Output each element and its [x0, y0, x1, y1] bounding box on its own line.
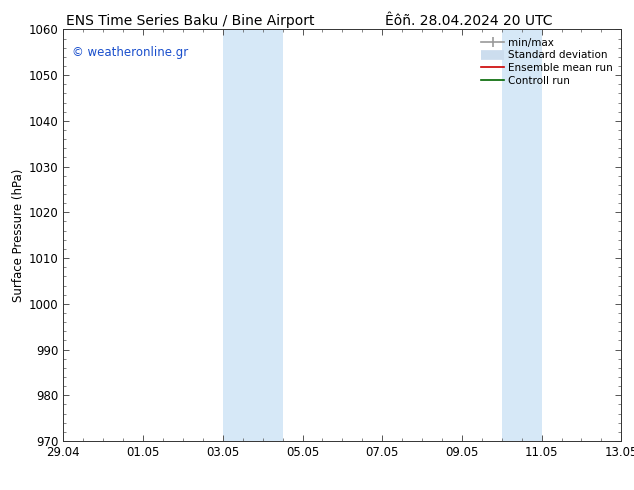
Legend: min/max, Standard deviation, Ensemble mean run, Controll run: min/max, Standard deviation, Ensemble me…	[478, 35, 616, 89]
Bar	[501, 29, 541, 441]
Text: ENS Time Series Baku / Bine Airport: ENS Time Series Baku / Bine Airport	[66, 14, 314, 28]
Text: Êôñ. 28.04.2024 20 UTC: Êôñ. 28.04.2024 20 UTC	[385, 14, 553, 28]
Bar	[223, 29, 283, 441]
Text: © weatheronline.gr: © weatheronline.gr	[72, 46, 188, 59]
Y-axis label: Surface Pressure (hPa): Surface Pressure (hPa)	[11, 169, 25, 302]
